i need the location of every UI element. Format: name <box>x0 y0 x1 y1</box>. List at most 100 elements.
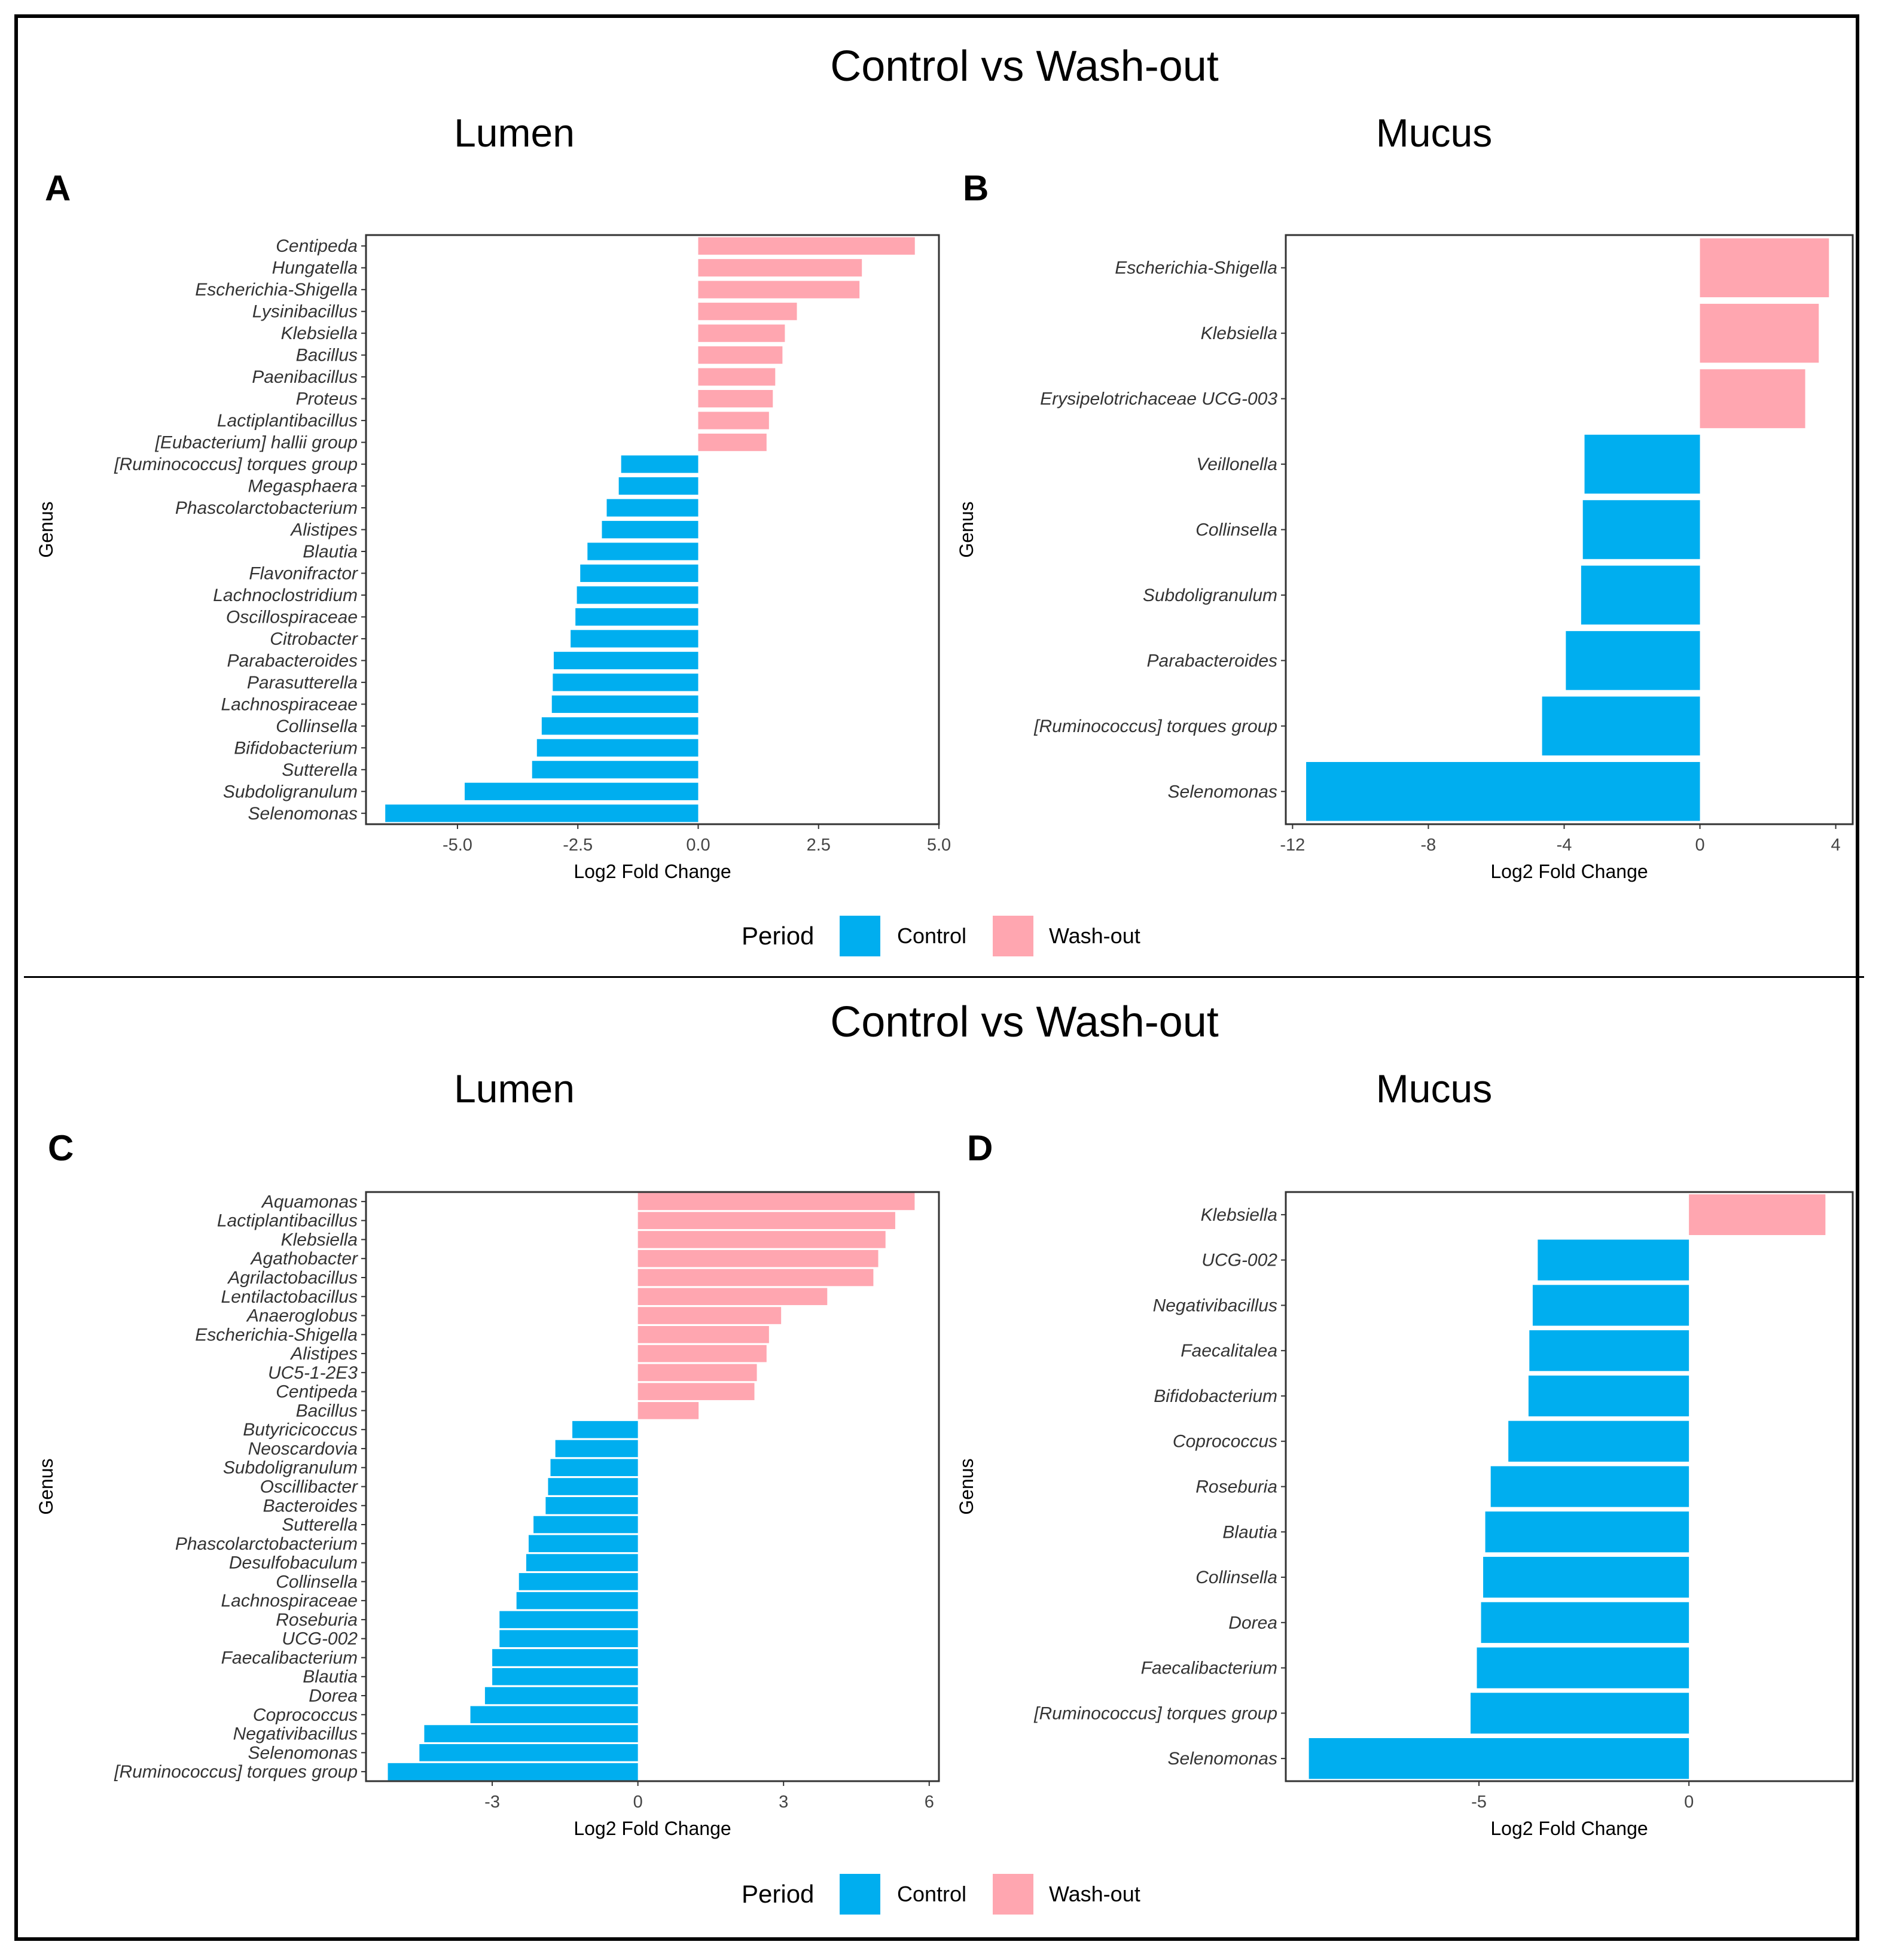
panel-a-y-tick-label: Lactiplantibacillus <box>217 411 358 431</box>
panel-b-x-tick-label: 0 <box>1695 836 1704 855</box>
panel-b-bar <box>1582 500 1700 559</box>
panel-a-bar <box>587 542 699 560</box>
panel-b-x-tick-label: -12 <box>1280 836 1305 855</box>
panel-a-bar <box>385 804 699 822</box>
panel-c-y-tick-label: Lachnospiraceae <box>221 1591 358 1611</box>
panel-c-y-axis-title: Genus <box>35 1458 57 1514</box>
panel-c-bar <box>388 1763 638 1781</box>
panel-c-bar <box>516 1592 638 1610</box>
panel-c-subtitle: Lumen <box>454 1066 575 1111</box>
panel-a-bar <box>465 782 699 800</box>
panel-c-bar <box>550 1459 638 1477</box>
panel-letter-a: A <box>45 168 71 208</box>
panel-c-y-tick-label: UCG-002 <box>282 1629 358 1649</box>
panel-a-y-tick-label: [Ruminococcus] torques group <box>114 455 358 474</box>
panel-c-bar <box>548 1478 638 1495</box>
panel-c-bar <box>638 1269 874 1287</box>
panel-c-y-tick-label: Desulfobaculum <box>229 1553 358 1573</box>
panel-c-bar <box>545 1496 638 1514</box>
panel-a-bar <box>536 739 699 757</box>
panel-c-y-tick-label: Alistipes <box>289 1344 358 1364</box>
panel-d-bar <box>1528 1375 1689 1417</box>
legend-title: Period <box>742 1880 814 1908</box>
panel-d-bar <box>1309 1738 1689 1779</box>
panel-a-y-tick-label: Citrobacter <box>270 629 358 649</box>
legend-title: Period <box>742 922 814 950</box>
panel-a: CentipedaHungatellaEscherichia-ShigellaL… <box>35 234 951 882</box>
panel-a-bar <box>602 520 699 539</box>
panel-d-y-tick-label: Selenomonas <box>1168 1749 1277 1769</box>
panel-a-y-tick-label: Hungatella <box>272 258 358 278</box>
panel-a-y-tick-label: Parabacteroides <box>227 651 358 670</box>
panel-d-y-axis-title: Genus <box>956 1458 977 1514</box>
panel-a-y-tick-label: Alistipes <box>289 520 358 540</box>
panel-c: AquamonasLactiplantibacillusKlebsiellaAg… <box>35 1191 940 1839</box>
panel-a-bar <box>580 564 699 583</box>
panel-c-y-tick-label: Bacillus <box>296 1401 358 1421</box>
panel-d: Klebsiella UCG-002 Negativibacillus Faecali… <box>956 1191 1854 1839</box>
panel-a-bar <box>698 237 915 255</box>
panel-c-y-tick-label: Bacteroides <box>263 1496 358 1516</box>
panel-d-y-tick-label: Negativibacillus <box>1153 1296 1277 1315</box>
section-divider <box>24 976 1864 978</box>
panel-a-y-tick-label: Paenibacillus <box>252 367 358 387</box>
panel-d-y-tick-label: [Ruminococcus] torques group <box>1033 1703 1277 1723</box>
panel-c-y-tick-label: Coprococcus <box>253 1705 358 1725</box>
panel-a-y-tick-label: Escherichia-Shigella <box>195 280 358 300</box>
panel-c-x-tick-label: 0 <box>633 1793 643 1812</box>
legend-label-control: Control <box>897 923 966 948</box>
panel-b-subtitle: Mucus <box>1376 111 1492 155</box>
panel-a-y-tick-label: Blautia <box>303 542 358 562</box>
panel-c-y-tick-label: Klebsiella <box>281 1230 358 1249</box>
panel-c-bar <box>638 1345 767 1362</box>
panel-b-y-tick-label: Klebsiella <box>1201 324 1277 343</box>
panel-a-bar <box>551 695 699 713</box>
panel-c-bar <box>528 1535 638 1553</box>
panel-c-y-tick-label: Sutterella <box>282 1515 358 1535</box>
panel-a-bar <box>698 368 776 386</box>
panel-b-x-axis-title: Log2 Fold Change <box>1490 861 1648 882</box>
panel-a-y-tick-label: Lysinibacillus <box>252 302 358 322</box>
legend-1: Period Control Wash-out <box>742 916 1140 956</box>
panel-a-y-tick-label: Proteus <box>296 389 358 409</box>
panel-a-bar <box>698 411 769 429</box>
panel-d-bar <box>1490 1466 1689 1507</box>
panel-c-y-tick-label: Centipeda <box>276 1382 358 1402</box>
legend-label-washout: Wash-out <box>1049 923 1140 948</box>
panel-b-bar <box>1700 238 1829 297</box>
panel-b: Escherichia-Shigella Klebsiella Erysipelot… <box>956 234 1854 882</box>
panel-a-bar <box>621 455 699 473</box>
panel-c-y-tick-label: Agrilactobacillus <box>227 1268 358 1288</box>
panel-c-y-tick-label: Negativibacillus <box>233 1724 358 1744</box>
panel-c-bar <box>638 1383 755 1400</box>
panel-c-bar <box>638 1326 769 1343</box>
section-1-title: Control vs Wash-out <box>830 42 1219 90</box>
panel-a-bar <box>698 390 773 408</box>
panel-c-y-tick-label: Subdoligranulum <box>223 1458 358 1478</box>
panel-c-y-tick-label: UC5-1-2E3 <box>268 1363 358 1383</box>
panel-a-x-tick-label: 5.0 <box>927 836 951 855</box>
panel-d-x-tick-label: 0 <box>1684 1793 1694 1812</box>
panel-a-y-tick-label: Oscillospiraceae <box>226 607 358 627</box>
panel-d-y-tick-label: Blautia <box>1222 1522 1277 1542</box>
panel-c-bar <box>533 1516 638 1534</box>
panel-d-bar <box>1481 1602 1689 1643</box>
panel-c-bar <box>499 1611 638 1629</box>
panel-b-bar <box>1584 434 1700 494</box>
panel-a-y-tick-label: Centipeda <box>276 236 358 256</box>
panel-c-x-tick-label: 3 <box>779 1793 788 1812</box>
panel-d-y-tick-label: Faecalitalea <box>1181 1341 1277 1361</box>
legend-label-control: Control <box>897 1882 966 1906</box>
panel-c-y-tick-label: Phascolarctobacterium <box>175 1534 358 1554</box>
panel-c-bar <box>638 1402 699 1419</box>
legend-swatch-control <box>840 916 880 956</box>
panel-b-x-tick-label: 4 <box>1831 836 1841 855</box>
panel-b-y-tick-label: Veillonella <box>1196 455 1277 474</box>
panel-a-y-tick-label: Subdoligranulum <box>223 782 358 801</box>
panel-a-bar <box>698 303 797 321</box>
panel-a-bar <box>606 499 699 517</box>
panel-d-bar <box>1689 1194 1826 1235</box>
panel-c-bar <box>518 1573 638 1590</box>
panel-c-y-tick-label: Faecalibacterium <box>221 1648 358 1668</box>
